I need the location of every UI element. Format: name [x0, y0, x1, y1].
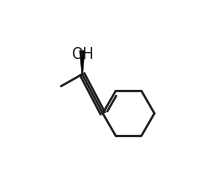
Text: OH: OH — [71, 47, 94, 62]
Polygon shape — [79, 50, 85, 74]
